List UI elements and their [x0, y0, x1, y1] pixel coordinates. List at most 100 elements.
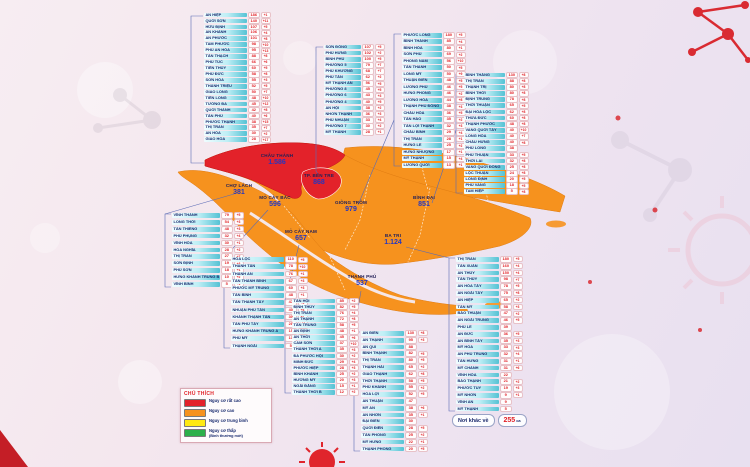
commune-row: TIÊN LONG 48 +10 [204, 94, 271, 102]
commune-name: TÂN THIỀNG [172, 226, 220, 232]
commune-cases: 17 [443, 148, 455, 156]
commune-name: MỸ HÒA [456, 345, 499, 351]
commune-name: PHƯỚC HIỆP [292, 365, 335, 371]
commune-new-cases: +7 [374, 62, 385, 69]
commune-name: BẢO THUẬN [456, 311, 499, 317]
commune-cases: 40 [285, 306, 297, 314]
badge-label-pill: Nơi khác về [452, 414, 495, 427]
deco-circle [77, 62, 133, 118]
commune-cases: 30 [405, 418, 417, 426]
commune-name: AN HÒA TÂY [456, 284, 499, 289]
commune-new-cases: +3 [348, 377, 359, 384]
virus-icon [668, 196, 750, 304]
commune-new-cases: +5 [512, 331, 523, 338]
commune-name: THẠNH PHƯỚC [464, 121, 505, 127]
deco-circle [554, 334, 670, 450]
commune-new-cases: +10 [455, 58, 466, 65]
commune-row: PHƯỚC TUY 19 +3 [456, 385, 523, 392]
commune-row: THUẬN ĐIỀN 48 +5 [402, 77, 466, 85]
commune-row: PHÚ TÚC 66 +6 [204, 59, 271, 66]
commune-name: AN HÓA [204, 131, 247, 137]
commune-name: TAM HIỆP [464, 189, 505, 195]
commune-row: TÂN MỸ 58 +3 [456, 303, 523, 311]
commune-name: VĨNH HÒA [456, 372, 499, 378]
commune-row: AN HỘI 38 +2 [324, 104, 385, 112]
commune-new-cases: +7 [518, 133, 529, 140]
commune-name: KHÁNH THẠNH TÂN [231, 314, 284, 320]
commune-cases: 48 [221, 225, 233, 233]
commune-name: MỸ THẠNH [402, 156, 442, 162]
commune-row: THÀNH AN 76 +1 [231, 270, 308, 278]
commune-new-cases: +7 [260, 89, 271, 96]
commune-cases: 20 [405, 445, 417, 453]
commune-row: LƯƠNG PHÚ 46 +5 [402, 83, 466, 91]
commune-name: LỘC THUẬN [464, 170, 505, 176]
commune-row: TÂN PHÚ 40 +6 [204, 112, 271, 120]
commune-name: TÂN HỘI [292, 298, 335, 304]
commune-name: HỮU ĐỊNH [204, 24, 247, 30]
commune-list-thanh-phu: AN ĐIỀN 130 +8 AN THẠNH 95 +3 AN QUI 88 BÌNH THẠ… [361, 330, 428, 453]
commune-new-cases: +3 [260, 77, 271, 84]
commune-cases: 150 [500, 269, 512, 277]
legend: CHÚ THÍCH Nguy cơ rất cao Nguy cơ cao Nguy… [180, 388, 272, 443]
commune-new-cases: +8 [417, 330, 428, 337]
commune-row: LONG MỸ 50 +9 [402, 70, 466, 78]
commune-row: HÒA LỢI 52 +5 [361, 391, 428, 398]
commune-name: TÂN THỦY [456, 277, 499, 283]
molecule-icon [93, 88, 161, 133]
commune-new-cases: +1 [512, 392, 523, 399]
commune-new-cases: +10 [297, 263, 308, 270]
commune-new-cases: +5 [374, 43, 385, 51]
commune-cases: 46 [443, 90, 455, 98]
commune-name: TÂN BÌNH [231, 293, 284, 298]
commune-name: HƯNG PHONG [402, 91, 442, 97]
commune-row: THỊ TRẤN 80 +5 [361, 357, 428, 364]
legend-label: Nguy cơ thấp (Bình thường mới) [209, 427, 243, 438]
map-region-tp-ben-tre [301, 167, 342, 200]
commune-name: THÀNH THỚI B [292, 390, 335, 395]
commune-cases: 130 [405, 330, 417, 337]
commune-new-cases: +5 [512, 256, 523, 263]
commune-name: PHƯỜNG 8 [324, 87, 361, 93]
commune-name: BÌNH THÀNH [402, 39, 442, 45]
commune-row: AN ĐIỀN 130 +8 [361, 330, 428, 337]
commune-cases: 46 [500, 317, 512, 324]
commune-name: SƠN PHÚ [402, 52, 442, 58]
commune-name: VĨNH BÌNH [172, 282, 220, 287]
commune-name: PHƯỜNG 6 [324, 93, 361, 99]
commune-row: THỚI THẠNH 58 +5 [361, 377, 428, 385]
commune-new-cases: +1 [455, 136, 466, 143]
coastal-spit [546, 220, 566, 228]
commune-name: THỚI THUẬN [464, 103, 505, 109]
commune-row: AN PHƯỚC 101 +8 [204, 35, 271, 43]
commune-cases: 180 [500, 256, 512, 263]
commune-name: THẠNH HẢI [361, 365, 404, 370]
commune-name: TÂN MỸ [456, 304, 499, 310]
commune-row: LƯƠNG QUỚI 13 +1 [402, 161, 466, 169]
commune-name: THỊ TRẤN [402, 136, 442, 142]
commune-row: PHƯỚC MỸ TRUNG 60 +3 [231, 285, 308, 292]
badge-unit: ca [516, 418, 521, 423]
commune-new-cases: +2 [512, 310, 523, 317]
commune-new-cases: +5 [374, 86, 385, 93]
commune-name: NHƠN THẠNH [324, 111, 361, 117]
commune-name: TÂN HƯNG [456, 359, 499, 364]
commune-new-cases: +4 [512, 269, 523, 277]
commune-new-cases: +10 [260, 41, 271, 48]
commune-name: SƠN ĐÔNG [324, 44, 361, 50]
commune-row: TÂN THIỀNG 48 +3 [172, 225, 244, 233]
commune-new-cases: +8 [518, 78, 529, 85]
commune-name: THẠNH PHONG [361, 446, 404, 452]
commune-name: THỚI LAI [464, 158, 505, 164]
commune-row: HÒA LỘC 110 +5 [231, 256, 308, 263]
commune-name: THỊ TRẤN [361, 358, 404, 363]
commune-name: CHÂU HƯNG [464, 140, 505, 145]
commune-new-cases: +2 [455, 51, 466, 58]
commune-row: VĨNH THÀNH 79 +5 [172, 212, 244, 219]
district-label-cho-lach: CHỢ LÁCH 381 [225, 183, 253, 196]
commune-new-cases: +1 [297, 270, 308, 278]
commune-cases: 80 [405, 357, 417, 364]
commune-row: PHÚ AN HÒA 95 +13 [204, 47, 271, 54]
